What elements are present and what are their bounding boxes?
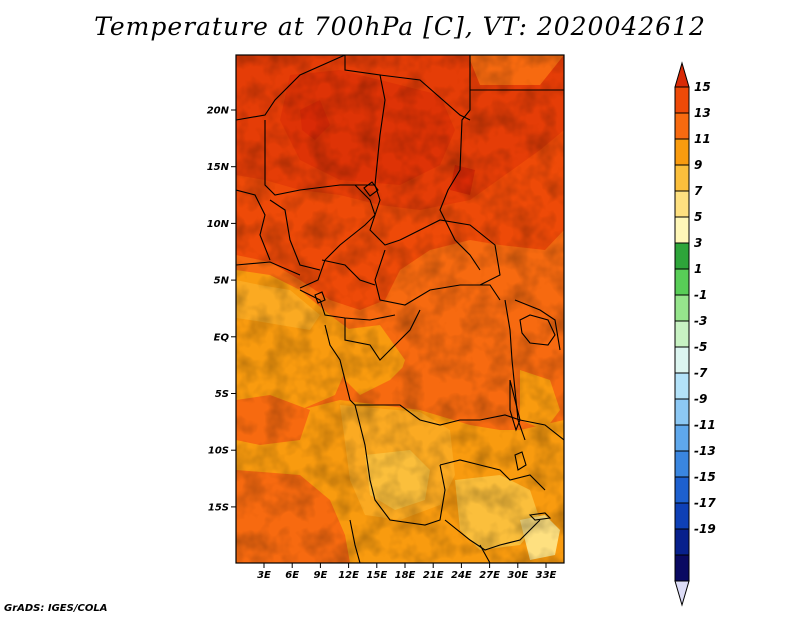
- country-borders: [236, 55, 564, 563]
- colorbar-segment: [674, 346, 690, 374]
- colorbar-segment: [674, 320, 690, 348]
- lakes: [314, 181, 556, 521]
- colorbar-segment: [674, 86, 690, 114]
- colorbar-segment: [674, 398, 690, 426]
- colorbar-label: 9: [694, 158, 702, 172]
- temperature-field: [236, 55, 564, 563]
- colorbar-label: 15: [694, 80, 711, 94]
- lon-label: 30E: [507, 570, 528, 581]
- colorbar-label: -3: [694, 314, 707, 328]
- lon-label: 3E: [257, 570, 271, 581]
- lat-label: 20N: [207, 106, 230, 117]
- longitude-axis: 3E 6E 9E 12E 15E 18E 21E 24E 27E 30E 33E: [257, 563, 557, 581]
- colorbar-segment: [674, 476, 690, 504]
- colorbar-segment: [674, 190, 690, 218]
- lon-label: 24E: [451, 570, 472, 581]
- colorbar-segment: [674, 424, 690, 452]
- lon-label: 33E: [536, 570, 557, 581]
- colorbar-segment: [674, 450, 690, 478]
- colorbar-label: 7: [694, 184, 703, 198]
- colorbar-label: -13: [694, 444, 716, 458]
- colorbar-segment: [674, 268, 690, 296]
- colorbar-bottom-arrow: [674, 580, 690, 607]
- colorbar-label: 5: [694, 210, 702, 224]
- colorbar-top-arrow: [674, 61, 690, 88]
- colorbar-label: -7: [694, 366, 708, 380]
- colorbar-label: -17: [694, 496, 716, 510]
- colorbar-label: 13: [694, 106, 711, 120]
- lat-label: 5N: [214, 276, 230, 287]
- colorbar-label: -19: [694, 522, 716, 536]
- colorbar-segment: [674, 112, 690, 140]
- lat-label: 10N: [207, 219, 230, 230]
- colorbar-segment: [674, 138, 690, 166]
- colorbar-label: -5: [694, 340, 707, 354]
- lon-label: 15E: [366, 570, 387, 581]
- lat-label: EQ: [214, 332, 230, 343]
- colorbar-segment: [674, 294, 690, 322]
- colorbar-label: -9: [694, 392, 707, 406]
- colorbar-segment: [674, 372, 690, 400]
- lon-label: 9E: [314, 570, 328, 581]
- lon-label: 12E: [338, 570, 359, 581]
- lat-label: 5S: [215, 389, 229, 400]
- colorbar-segment: [674, 216, 690, 244]
- colorbar-label: -15: [694, 470, 716, 484]
- colorbar-segment: [674, 164, 690, 192]
- lon-label: 18E: [395, 570, 416, 581]
- colorbar-label: 11: [694, 132, 711, 146]
- lon-label: 6E: [285, 570, 299, 581]
- lat-label: 15S: [208, 502, 229, 513]
- lon-label: 27E: [479, 570, 500, 581]
- colorbar-label: 1: [694, 262, 702, 276]
- lat-label: 15N: [207, 162, 230, 173]
- map-frame: [235, 54, 565, 564]
- lat-label: 10S: [208, 446, 229, 457]
- chart-title: Temperature at 700hPa [C], VT: 202004261…: [94, 12, 706, 41]
- colorbar-segment: [674, 554, 690, 582]
- colorbar-label: 3: [694, 236, 702, 250]
- latitude-axis: 20N 15N 10N 5N EQ 5S 10S 15S: [207, 106, 236, 513]
- lon-label: 21E: [423, 570, 444, 581]
- colorbar-segment: [674, 502, 690, 530]
- colorbar-label: -1: [694, 288, 707, 302]
- colorbar-segment: [674, 528, 690, 556]
- credit-text: GrADS: IGES/COLA: [4, 603, 108, 614]
- colorbar-label: -11: [694, 418, 716, 432]
- colorbar-segment: [674, 242, 690, 270]
- colorbar: 15 13 11 9 7 5 3 1 -1 -3 -5 -7 -9 -11 -13 -15 -17 -19: [674, 61, 716, 607]
